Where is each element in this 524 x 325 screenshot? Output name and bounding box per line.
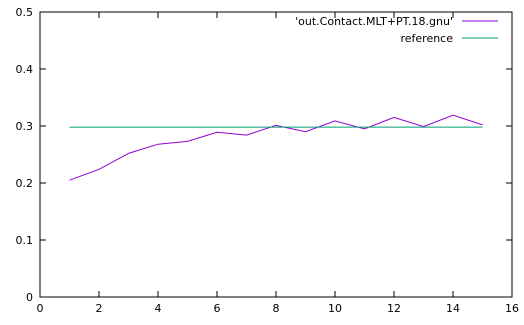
x-tick-label: 6 [214,302,221,315]
series-lines [69,114,483,181]
y-tick-label: 0.5 [16,6,34,19]
x-tick-label: 2 [96,302,103,315]
y-tick-label: 0.1 [16,234,34,247]
y-tick-label: 0 [26,291,33,304]
axis-ticks: 0 2 4 6 8 10 12 14 16 0 0.1 0.2 0.3 0.4 0.5 [16,6,520,315]
x-tick-label: 8 [273,302,280,315]
x-tick-label: 12 [387,302,401,315]
y-tick-label: 0.4 [16,63,34,76]
legend-label-reference: reference [400,32,453,45]
x-tick-label: 4 [155,302,162,315]
plot-frame [39,11,513,298]
legend: 'out.Contact.MLT+PT.18.gnu' reference [295,15,498,45]
y-tick-label: 0.2 [16,177,34,190]
x-tick-label: 0 [37,302,44,315]
x-tick-label: 16 [505,302,519,315]
y-tick-label: 0.3 [16,120,34,133]
x-tick-label: 14 [446,302,460,315]
x-tick-label: 10 [328,302,342,315]
series-line-1 [69,114,483,181]
legend-label-series-1: 'out.Contact.MLT+PT.18.gnu' [295,15,453,28]
